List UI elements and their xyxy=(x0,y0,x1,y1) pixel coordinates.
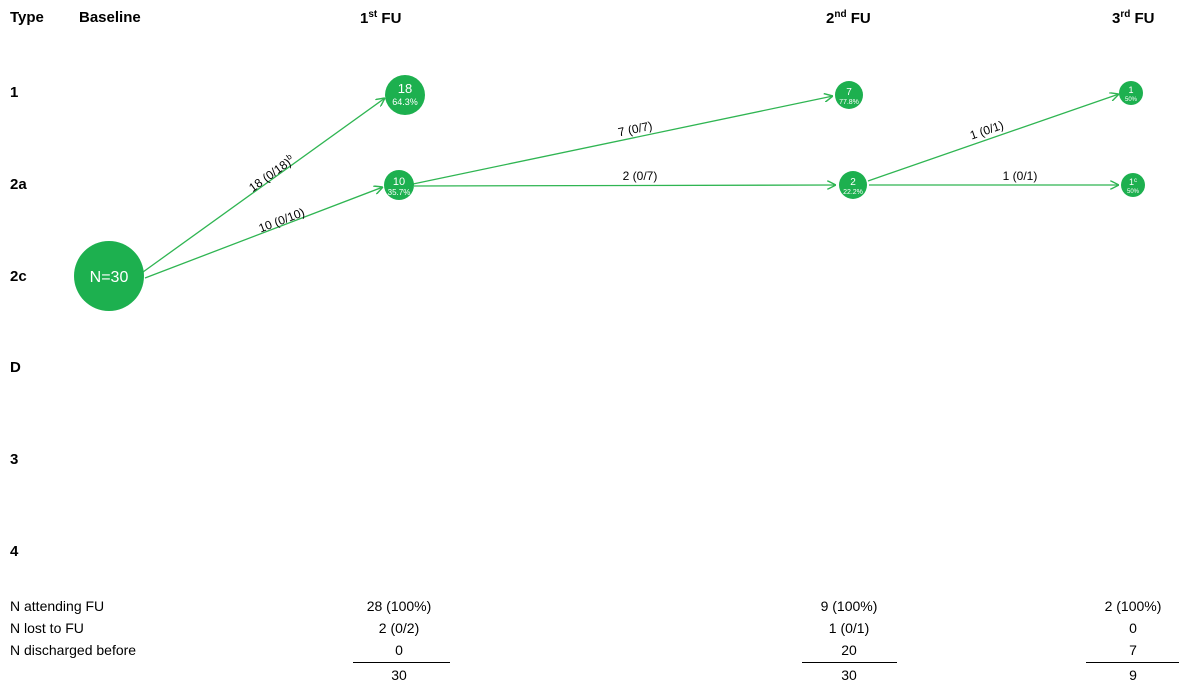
row-label-4: 4 xyxy=(10,543,19,560)
edge-label: 1 (0/1) xyxy=(968,118,1005,143)
header-baseline: Baseline xyxy=(79,9,141,26)
header-fu2: 2nd FU xyxy=(826,9,871,27)
fu3-total-rule xyxy=(1086,662,1179,663)
edge-baseline-to-fu1-type2a: 10 (0/10) xyxy=(144,187,383,279)
fu3-attending: 2 (100%) xyxy=(1104,598,1162,614)
fu1-discharged: 0 xyxy=(395,642,403,658)
node-fu2-type1: 7 77.8% xyxy=(835,81,863,109)
svg-text:77.8%: 77.8% xyxy=(839,99,859,106)
svg-text:2: 2 xyxy=(850,177,856,188)
edge-label: 10 (0/10) xyxy=(257,205,307,235)
edge-label-sup: b xyxy=(285,152,294,162)
node-baseline: N=30 xyxy=(74,241,144,311)
svg-text:35.7%: 35.7% xyxy=(388,188,411,197)
node-fu2-type2a: 2 22.2% xyxy=(839,171,867,199)
edge-fu2-2a-to-fu3-type2a: 1 (0/1) xyxy=(869,169,1119,185)
flow-diagram: 18 (0/18)b 10 (0/10) 7 (0/7) 2 (0/7) 1 (… xyxy=(74,75,1145,311)
header-type: Type xyxy=(10,9,44,26)
edge-fu1-2a-to-fu2-type1: 7 (0/7) xyxy=(412,96,833,185)
footer-label-lost: N lost to FU xyxy=(10,620,84,636)
fu1-lost: 2 (0/2) xyxy=(378,620,420,636)
edge-label: 18 (0/18) xyxy=(246,155,293,194)
svg-text:64.3%: 64.3% xyxy=(392,97,418,107)
node-fu3-type2a: 1c 50% xyxy=(1121,173,1145,197)
node-fu1-type2a: 10 35.7% xyxy=(384,170,414,200)
fu2-total-rule xyxy=(802,662,897,663)
fu3-discharged: 7 xyxy=(1129,642,1137,658)
fu2-attending: 9 (100%) xyxy=(820,598,878,614)
edge-label: 7 (0/7) xyxy=(617,119,654,140)
header-fu1: 1st FU xyxy=(360,9,402,27)
edge-baseline-to-fu1-type1: 18 (0/18)b xyxy=(142,98,385,273)
edge-fu1-2a-to-fu2-type2a: 2 (0/7) xyxy=(413,169,836,186)
fu2-discharged: 20 xyxy=(841,642,857,658)
svg-text:22.2%: 22.2% xyxy=(843,189,863,196)
svg-text:18 (0/18)b: 18 (0/18)b xyxy=(246,152,298,195)
svg-text:10: 10 xyxy=(393,176,405,188)
fu1-attending: 28 (100%) xyxy=(366,598,432,614)
svg-text:50%: 50% xyxy=(1127,189,1140,195)
footer-label-attending: N attending FU xyxy=(10,598,105,614)
svg-text:7: 7 xyxy=(846,87,852,98)
fu3-lost: 0 xyxy=(1129,620,1137,636)
row-label-2c: 2c xyxy=(10,268,27,285)
svg-text:18: 18 xyxy=(398,81,412,96)
row-label-3: 3 xyxy=(10,451,19,468)
header-fu3: 3rd FU xyxy=(1112,9,1155,27)
fu1-total: 30 xyxy=(391,667,407,683)
fu3-total: 9 xyxy=(1129,667,1137,683)
fu1-total-rule xyxy=(353,662,450,663)
svg-text:1: 1 xyxy=(1128,85,1133,95)
fu2-lost: 1 (0/1) xyxy=(828,620,870,636)
fu2-total: 30 xyxy=(841,667,857,683)
edge-label: 1 (0/1) xyxy=(1003,169,1038,183)
svg-text:50%: 50% xyxy=(1125,97,1138,103)
svg-text:1c: 1c xyxy=(1129,177,1137,187)
node-fu1-type1: 18 64.3% xyxy=(385,75,425,115)
row-label-2a: 2a xyxy=(10,176,27,193)
svg-text:N=30: N=30 xyxy=(90,269,129,286)
row-label-d: D xyxy=(10,359,21,376)
edge-fu2-2a-to-fu3-type1: 1 (0/1) xyxy=(867,94,1119,182)
row-label-1: 1 xyxy=(10,84,19,101)
footer-label-discharged: N discharged before xyxy=(10,642,137,658)
edge-label: 2 (0/7) xyxy=(623,169,658,183)
node-fu3-type1: 1 50% xyxy=(1119,81,1143,105)
